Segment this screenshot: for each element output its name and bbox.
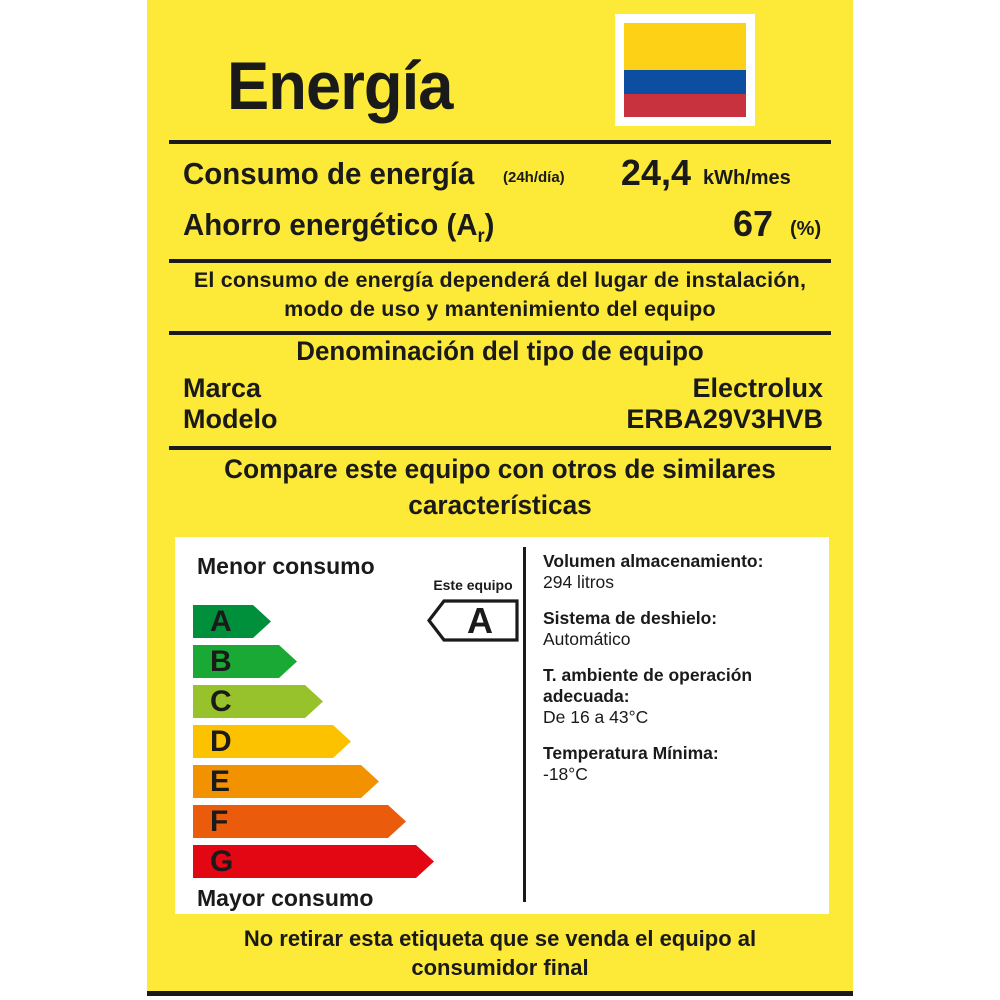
- denomination-title: Denominación del tipo de equipo: [296, 336, 704, 366]
- footer-notice: No retirar esta etiqueta que se venda el…: [243, 926, 757, 980]
- brand-value: Electrolux: [692, 373, 823, 403]
- saving-value: 67: [732, 203, 773, 244]
- divider-rule-2: [169, 259, 831, 263]
- colombia-flag-icon: [615, 14, 755, 126]
- energy-class-letter: E: [210, 765, 231, 798]
- brand-row: Marca Electrolux: [183, 373, 823, 405]
- saving-label: Ahorro energético (Ar): [183, 207, 494, 248]
- energy-class-letter: D: [210, 725, 232, 758]
- energy-class-arrow-shape: [193, 725, 351, 758]
- brand-key: Marca: [183, 373, 262, 403]
- consumption-notice: El consumo de energía dependerá del luga…: [193, 268, 807, 321]
- model-row: Modelo ERBA29V3HVB: [183, 404, 823, 436]
- energy-class-letter: A: [210, 605, 232, 638]
- saving-unit: (%): [790, 218, 822, 240]
- spec-value: -18°C: [543, 764, 588, 784]
- energy-class-arrow-shape: [193, 765, 379, 798]
- scale-top-label: Menor consumo: [197, 553, 375, 579]
- spec-label: T. ambiente de operación adecuada:: [543, 665, 753, 706]
- spec-label: Temperatura Mínima:: [543, 743, 719, 763]
- spec-item: Temperatura Mínima: -18°C: [543, 743, 811, 785]
- energy-class-arrow-shape: [193, 645, 297, 678]
- spec-label: Volumen almacenamiento:: [543, 551, 764, 571]
- energy-class-arrow-shape: [193, 685, 323, 718]
- divider-rule-1: [169, 140, 831, 144]
- consumption-note: (24h/día): [503, 169, 565, 186]
- panel-divider: [523, 547, 526, 902]
- page-title: Energía: [227, 48, 453, 124]
- model-value: ERBA29V3HVB: [626, 404, 823, 434]
- consumption-unit: kWh/mes: [703, 167, 791, 189]
- spec-value: 294 litros: [543, 572, 615, 592]
- saving-row: Ahorro energético (Ar) 67 (%): [183, 203, 823, 253]
- consumption-row: Consumo de energía (24h/día) 24,4 kWh/me…: [183, 152, 823, 202]
- spec-label: Sistema de deshielo:: [543, 608, 718, 628]
- model-key: Modelo: [183, 404, 278, 434]
- saving-label-main: Ahorro energético (A: [183, 207, 478, 242]
- energy-class-letter: F: [210, 805, 229, 838]
- consumption-label: Consumo de energía: [183, 156, 475, 191]
- energy-label: Energía Consumo de energía (24h/día) 24,…: [147, 0, 853, 996]
- consumption-value: 24,4: [620, 152, 691, 193]
- divider-rule-3: [169, 331, 831, 335]
- spec-item: T. ambiente de operación adecuada: De 16 …: [543, 665, 811, 728]
- this-appliance-arrow-icon: [427, 599, 519, 642]
- flag-band-red: [624, 93, 746, 117]
- spec-value: Automático: [543, 629, 631, 649]
- spec-value: De 16 a 43°C: [543, 707, 649, 727]
- energy-class-arrow-shape: [193, 805, 406, 838]
- energy-class-arrow-shape: [193, 845, 434, 878]
- label-header: Energía: [147, 0, 853, 140]
- saving-label-end: ): [484, 207, 495, 242]
- this-appliance-class: A: [467, 600, 493, 641]
- energy-class-letter: C: [210, 685, 232, 718]
- compare-notice: Compare este equipo con otros de similar…: [224, 454, 776, 520]
- spec-item: Volumen almacenamiento: 294 litros: [543, 551, 811, 593]
- specs-list: Volumen almacenamiento: 294 litros Sistema…: [543, 551, 811, 800]
- energy-class-letter: G: [210, 845, 234, 878]
- saving-label-subscript: r: [477, 226, 485, 248]
- flag-band-yellow: [624, 23, 746, 70]
- flag-band-blue: [624, 70, 746, 94]
- this-appliance-caption: Este equipo: [433, 577, 513, 593]
- energy-class-letter: B: [210, 645, 232, 678]
- scale-bottom-label: Mayor consumo: [197, 885, 374, 911]
- energy-class-arrow-shape: [193, 605, 271, 638]
- spec-item: Sistema de deshielo: Automático: [543, 608, 811, 650]
- divider-rule-4: [169, 446, 831, 450]
